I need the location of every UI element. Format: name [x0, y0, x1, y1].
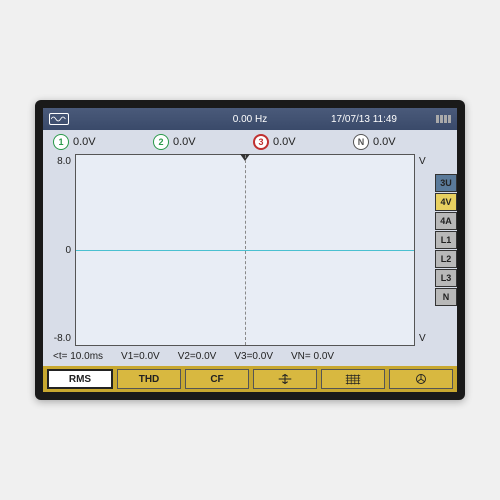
channel-value: 0.0V: [73, 136, 96, 148]
channel-2[interactable]: 2 0.0V: [153, 134, 247, 150]
v1-readout: V1=0.0V: [121, 351, 160, 362]
button-bar: RMS THD CF: [43, 366, 457, 392]
channel-N[interactable]: N 0.0V: [353, 134, 447, 150]
side-tab-4v[interactable]: 4V: [435, 193, 457, 211]
main-area: 8.0 0 -8.0 V V 3U4V4AL1L2L3N: [43, 154, 457, 346]
side-tab-4a[interactable]: 4A: [435, 212, 457, 230]
channel-value: 0.0V: [373, 136, 396, 148]
device-frame: 0.00 Hz 17/07/13 11:49 10.0V20.0V30.0VN0…: [35, 100, 465, 400]
channel-badge: 3: [253, 134, 269, 150]
side-tab-l3[interactable]: L3: [435, 269, 457, 287]
side-tab-l1[interactable]: L1: [435, 231, 457, 249]
y-min: -8.0: [54, 333, 71, 344]
y-max: 8.0: [57, 156, 71, 167]
unit-column: V V: [419, 154, 435, 346]
thd-button[interactable]: THD: [117, 369, 181, 389]
channel-badge: N: [353, 134, 369, 150]
v2-readout: V2=0.0V: [178, 351, 217, 362]
grid-button[interactable]: [321, 369, 385, 389]
top-bar: 0.00 Hz 17/07/13 11:49: [43, 108, 457, 130]
battery-icon: [436, 115, 451, 123]
unit-top: V: [419, 156, 435, 167]
side-tab-3u[interactable]: 3U: [435, 174, 457, 192]
channel-badge: 1: [53, 134, 69, 150]
side-tabs: 3U4V4AL1L2L3N: [435, 154, 457, 346]
frequency-readout: 0.00 Hz: [233, 114, 267, 125]
channel-badge: 2: [153, 134, 169, 150]
phasor-button[interactable]: [389, 369, 453, 389]
y-axis: 8.0 0 -8.0: [43, 154, 75, 346]
vertical-scale-button[interactable]: [253, 369, 317, 389]
channel-row: 1 0.0V 2 0.0V 3 0.0V N 0.0V: [43, 130, 457, 154]
vn-readout: VN= 0.0V: [291, 351, 334, 362]
cf-button[interactable]: CF: [185, 369, 249, 389]
waveform-icon: [49, 113, 69, 125]
datetime: 17/07/13 11:49: [331, 114, 397, 125]
screen: 0.00 Hz 17/07/13 11:49 10.0V20.0V30.0VN0…: [43, 108, 457, 392]
side-tab-n[interactable]: N: [435, 288, 457, 306]
channel-value: 0.0V: [273, 136, 296, 148]
v3-readout: V3=0.0V: [234, 351, 273, 362]
side-tab-l2[interactable]: L2: [435, 250, 457, 268]
channel-1[interactable]: 1 0.0V: [53, 134, 147, 150]
info-row: <t= 10.0ms V1=0.0V V2=0.0V V3=0.0V VN= 0…: [43, 346, 457, 366]
time-scale: <t= 10.0ms: [53, 351, 103, 362]
unit-bot: V: [419, 333, 435, 344]
channel-value: 0.0V: [173, 136, 196, 148]
trace-line: [76, 250, 414, 251]
y-mid: 0: [65, 245, 71, 256]
channel-3[interactable]: 3 0.0V: [253, 134, 347, 150]
waveform-plot[interactable]: [75, 154, 415, 346]
rms-button[interactable]: RMS: [47, 369, 113, 389]
